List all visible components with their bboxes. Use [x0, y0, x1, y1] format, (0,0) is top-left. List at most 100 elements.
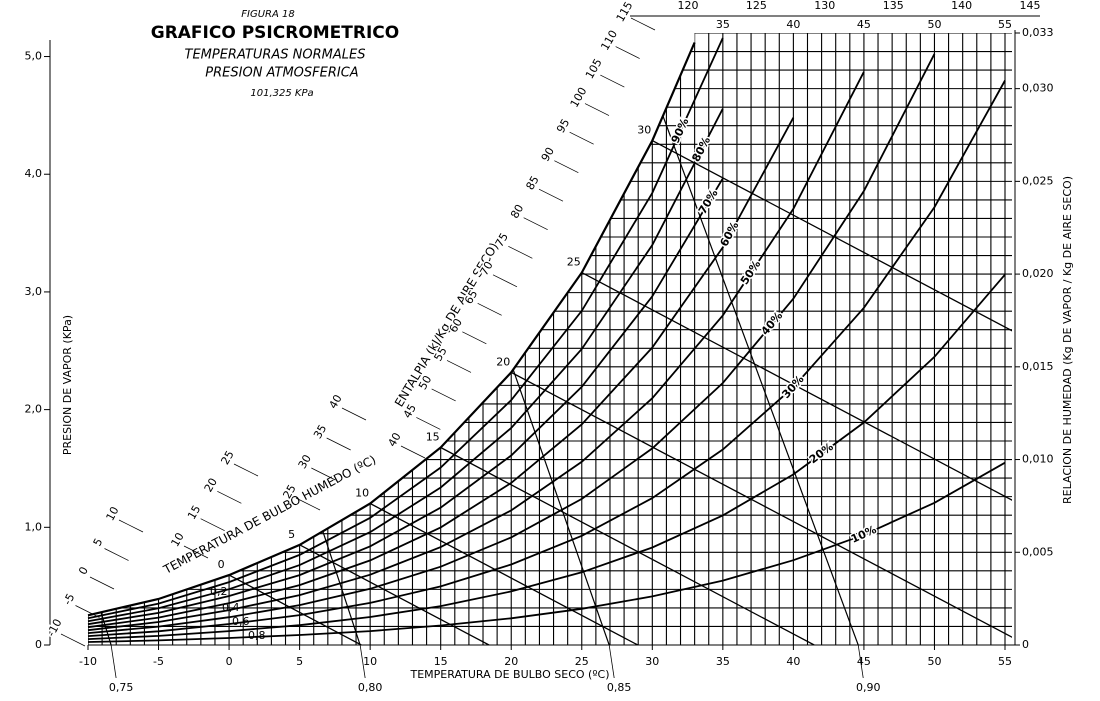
x-top-tick-label: 45	[857, 18, 871, 31]
enthalpy-tick	[523, 217, 548, 231]
enthalpy-tick	[400, 445, 426, 459]
wet-bulb-label: 5	[288, 528, 295, 541]
wet-bulb-line	[510, 371, 1012, 645]
subtitle: 101,325 KPa	[250, 88, 313, 99]
x-tick-label: 20	[504, 655, 518, 668]
enthalpy-tick	[477, 303, 502, 316]
enthalpy-tick	[538, 188, 564, 202]
x-tick-label: 40	[786, 655, 800, 668]
wet-bulb-label: 20	[496, 355, 510, 368]
enthalpy-tick	[416, 417, 441, 430]
subtitle: TEMPERATURAS NORMALES	[185, 48, 366, 63]
x-tick-label: 30	[645, 655, 659, 668]
y2-tick-label: 0,025	[1022, 174, 1054, 187]
rh-curve	[87, 108, 724, 623]
y-tick-label: 4,0	[25, 167, 43, 180]
enthalpy-tick	[462, 331, 487, 345]
y-tick-label: 3,0	[25, 285, 43, 298]
enthalpy-tick	[233, 463, 259, 477]
enthalpy-tick	[60, 633, 86, 647]
volume-line	[631, 33, 859, 645]
enthalpy-tick	[118, 519, 144, 533]
x-tick-label: -5	[153, 655, 164, 668]
x-tick-label: -10	[79, 655, 97, 668]
enthalpy-label: 0	[76, 565, 91, 577]
wet-bulb-label: 0	[218, 558, 225, 571]
y-tick-label: 5,0	[25, 50, 43, 63]
enthalpy-tick	[200, 518, 225, 531]
y2-tick-label: 0,033	[1022, 26, 1054, 39]
enthalpy-label: -5	[61, 591, 78, 607]
enthalpy-tick	[326, 437, 351, 451]
enthalpy-tick	[295, 497, 321, 511]
wet-bulb-label: 15	[426, 430, 440, 443]
y-tick-label: 1,0	[25, 520, 43, 533]
volume-leader	[608, 644, 615, 679]
volume-line	[395, 33, 610, 645]
x-tick-label: 15	[434, 655, 448, 668]
rh-curve	[87, 80, 1006, 637]
x-tick-label: 50	[927, 655, 941, 668]
wet-bulb-label: 30	[637, 124, 651, 137]
rh-curve	[87, 274, 1006, 640]
enthalpy-label: 115	[614, 0, 636, 24]
enthalpy-tick	[217, 491, 242, 504]
enthalpy-tick	[492, 274, 518, 288]
rh-label: 70%	[696, 187, 721, 216]
y2-tick-label: 0,030	[1022, 82, 1054, 95]
x-tick-label: 25	[575, 655, 589, 668]
enthalpy-label: 110	[598, 28, 620, 53]
enthalpy-label: 100	[568, 85, 590, 110]
figure-label: FIGURA 18	[241, 9, 294, 20]
x-tick-label: 45	[857, 655, 871, 668]
volume-leader	[359, 644, 366, 679]
enthalpy-label: 5	[91, 536, 106, 548]
x-top-tick-label: 35	[716, 18, 730, 31]
enthalpy-tick	[569, 131, 594, 145]
enthalpy-tick	[104, 548, 129, 561]
x-tick-label: 55	[998, 655, 1012, 668]
enthalpy-tick	[341, 407, 367, 421]
rh-label: 80%	[689, 135, 713, 164]
y2-tick-label: 0,010	[1022, 453, 1054, 466]
volume-label: 0,80	[358, 681, 383, 694]
y2-axis-title: RELACION DE HUMEDAD (Kg DE VAPOR / Kg DE…	[1061, 176, 1074, 504]
volume-line	[88, 33, 112, 645]
enthalpy-label: 130	[814, 0, 835, 12]
enthalpy-label: -10	[45, 617, 65, 639]
enthalpy-tick	[431, 388, 456, 402]
subtitle: PRESION ATMOSFERICA	[205, 66, 358, 81]
x-top-tick-label: 50	[927, 18, 941, 31]
y2-tick-label: 0,005	[1022, 545, 1054, 558]
enthalpy-label: 140	[951, 0, 972, 12]
wet-bulb-line	[440, 446, 815, 645]
enthalpy-tick	[311, 467, 336, 481]
y2-tick-label: 0,015	[1022, 360, 1054, 373]
y-axis-title: PRESION DE VAPOR (KPa)	[61, 315, 74, 455]
rh-label: 90%	[669, 116, 692, 145]
wet-bulb-line	[652, 139, 1012, 645]
saturation-curve	[87, 42, 696, 617]
enthalpy-tick	[508, 245, 533, 259]
enthalpy-tick	[630, 17, 656, 31]
rh-label: 60%	[717, 219, 741, 248]
enthalpy-tick	[615, 46, 640, 59]
rh-curve	[87, 461, 1006, 643]
y2-tick-label: 0,020	[1022, 267, 1054, 280]
volume-label: 0,85	[607, 681, 632, 694]
wet-bulb-label: 25	[567, 256, 581, 269]
volume-leader	[857, 644, 864, 679]
x-top-tick-label: 40	[786, 18, 800, 31]
rh-curve	[87, 37, 724, 620]
x-axis-title: TEMPERATURA DE BULBO SECO (ºC)	[410, 668, 610, 681]
x-tick-label: 5	[296, 655, 303, 668]
x-tick-label: 0	[226, 655, 233, 668]
enthalpy-label: 135	[883, 0, 904, 12]
rh-curve	[87, 71, 865, 632]
rh-label: 50%	[738, 258, 763, 287]
x-top-tick-label: 55	[998, 18, 1012, 31]
enthalpy-tick	[75, 605, 100, 618]
enthalpy-label: 120	[678, 0, 699, 12]
